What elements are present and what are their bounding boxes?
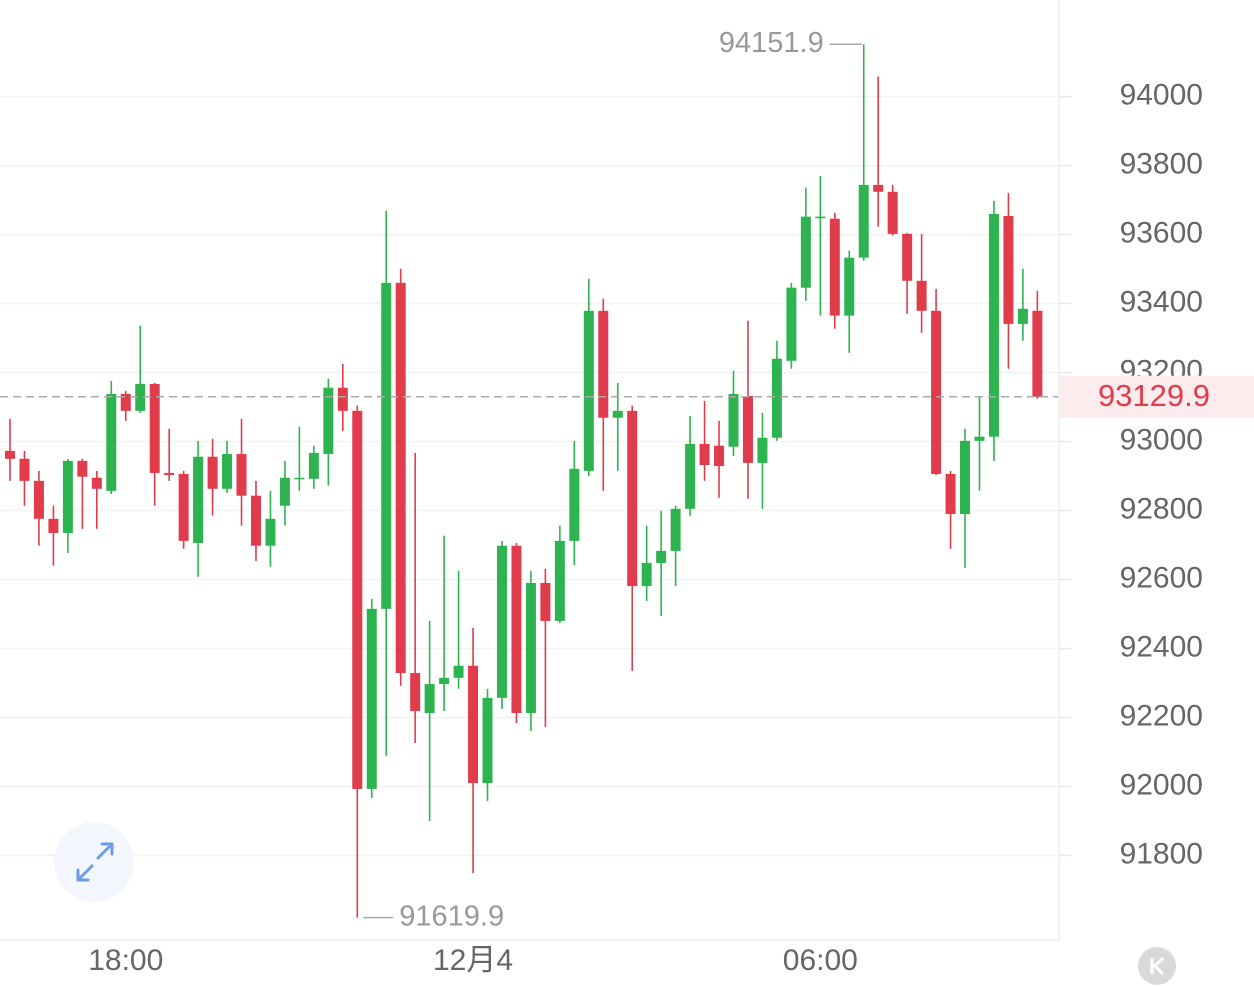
candle-body [714, 445, 725, 467]
y-tick-label: 92400 [1120, 630, 1203, 663]
y-tick-label: 94000 [1120, 79, 1203, 112]
candle-body [178, 473, 189, 541]
candle-body [1017, 308, 1028, 324]
candle-body [670, 508, 681, 551]
x-tick-label: 06:00 [783, 944, 858, 977]
candle-body [742, 396, 753, 463]
candle-body [728, 393, 739, 447]
candle-body [858, 184, 869, 258]
expand-button[interactable] [54, 822, 134, 902]
y-tick-label: 91800 [1120, 837, 1203, 870]
expand-button-bg[interactable] [54, 822, 134, 902]
candle-body [829, 218, 840, 316]
x-tick-label: 18:00 [88, 944, 163, 977]
candle-body [48, 518, 59, 533]
candle-body [439, 677, 450, 685]
y-tick-label: 93600 [1120, 216, 1203, 249]
candle-body [887, 191, 898, 234]
candle-body [381, 282, 392, 609]
candle-body [786, 287, 797, 361]
y-tick-label: 93400 [1120, 285, 1203, 318]
candle-body [106, 393, 117, 491]
candle-body [482, 697, 493, 784]
high-label: 94151.9 [719, 27, 824, 59]
kline-icon[interactable] [1150, 956, 1165, 976]
candle-body [91, 477, 102, 489]
candle-body [974, 436, 985, 441]
candle-body [902, 233, 913, 281]
candle-body [77, 460, 88, 477]
candle-body [656, 550, 667, 563]
candle-body [757, 437, 768, 463]
y-tick-label: 92200 [1120, 699, 1203, 732]
candle-body [540, 582, 551, 621]
expand-icon[interactable] [76, 842, 114, 882]
kline-button[interactable] [1138, 947, 1176, 985]
candle-body [641, 562, 652, 587]
candle-body [800, 216, 811, 288]
y-tick-label: 92000 [1120, 768, 1203, 801]
candle-body [496, 545, 507, 698]
candle-body [19, 458, 30, 481]
candle-body [453, 665, 464, 678]
candle-body [193, 456, 204, 543]
candle-body [222, 453, 233, 489]
candle-body [1003, 215, 1014, 324]
candle-body [771, 358, 782, 438]
candle-body [468, 665, 479, 784]
candle-body [62, 460, 73, 533]
candle-body [33, 480, 44, 519]
candle-body [988, 213, 999, 437]
candle-body [815, 216, 826, 219]
y-tick-label: 92800 [1120, 492, 1203, 525]
candle-body [612, 410, 623, 418]
last-price-bg [1060, 375, 1254, 418]
candle-body [265, 518, 276, 546]
plot: 9180092000922009240092600928009300093200… [0, 27, 1254, 977]
candle-body [569, 468, 580, 541]
candle-body [844, 257, 855, 316]
y-tick-label: 93000 [1120, 423, 1203, 456]
candle-body [873, 184, 884, 192]
candle-body [294, 477, 305, 480]
candle-body [1032, 310, 1043, 397]
candle-body [699, 443, 710, 465]
candle-body [207, 456, 218, 489]
candle-body [5, 450, 15, 459]
candle-body [424, 684, 435, 714]
candle-body [395, 282, 406, 674]
candle-body [279, 477, 290, 506]
candle-body [598, 310, 609, 418]
low-label: 91619.9 [399, 900, 504, 932]
candle-body [308, 452, 319, 479]
candle-body [945, 473, 956, 514]
candle-body [410, 673, 421, 711]
y-tick-label: 92600 [1120, 561, 1203, 594]
candle-body [164, 472, 175, 476]
candle-body [960, 440, 971, 514]
candle-body [120, 393, 131, 411]
candle-body [916, 280, 927, 311]
candle-body [554, 540, 565, 621]
candle-body [685, 443, 696, 509]
candle-body [366, 608, 377, 789]
candle-body [627, 410, 638, 587]
x-tick-label: 12月4 [433, 944, 513, 977]
candle-body [337, 387, 348, 411]
candle-body [135, 383, 146, 411]
candle-body [323, 387, 334, 454]
last-price-label: 93129.9 [1098, 378, 1210, 413]
candle-body [511, 545, 522, 714]
y-tick-label: 93800 [1120, 147, 1203, 180]
candle-body [250, 495, 261, 546]
candle-body [931, 310, 942, 474]
candle-body [583, 310, 594, 471]
candle-body [525, 582, 536, 714]
candle-body [352, 410, 363, 789]
candle-body [236, 453, 247, 496]
candle-body [149, 383, 160, 473]
